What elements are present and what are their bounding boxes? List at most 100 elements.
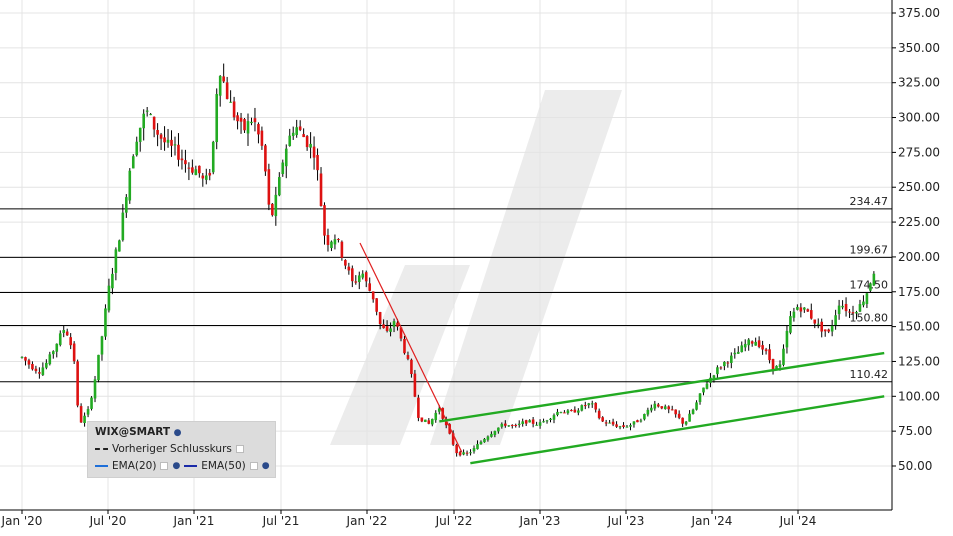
candle-body bbox=[816, 323, 820, 325]
candle-body bbox=[351, 268, 354, 282]
toggle-checkbox[interactable] bbox=[235, 445, 244, 453]
candle-body bbox=[138, 127, 142, 142]
candle-body bbox=[490, 433, 493, 437]
y-tick-label: 350.00 bbox=[898, 41, 940, 55]
candle-body bbox=[837, 305, 841, 315]
candle-body bbox=[514, 425, 518, 427]
trendline bbox=[470, 395, 885, 465]
candle-body bbox=[170, 139, 173, 146]
candle-body bbox=[260, 130, 264, 146]
candle-body bbox=[284, 148, 288, 167]
candle-body bbox=[778, 364, 782, 368]
candle-body bbox=[281, 162, 285, 175]
candle-body bbox=[344, 260, 347, 266]
legend-ema[interactable]: EMA(20) ● EMA(50) ● bbox=[95, 460, 270, 472]
candle-body bbox=[688, 413, 691, 422]
candle-body bbox=[152, 116, 156, 130]
candle-body bbox=[698, 393, 702, 402]
candle-body bbox=[830, 325, 834, 332]
candle-body bbox=[559, 412, 563, 414]
candle-body bbox=[406, 355, 410, 359]
candle-body bbox=[128, 170, 132, 201]
candle-body bbox=[34, 368, 38, 372]
candle-body bbox=[618, 426, 622, 428]
candle-body bbox=[389, 328, 392, 332]
candle-body bbox=[302, 134, 305, 138]
candle-body bbox=[142, 113, 145, 129]
candle-body bbox=[552, 415, 556, 420]
legend-prev-close[interactable]: Vorheriger Schlusskurs bbox=[95, 443, 244, 455]
toggle-checkbox[interactable] bbox=[160, 462, 169, 470]
candle-body bbox=[399, 327, 403, 339]
candle-body bbox=[667, 406, 671, 410]
candle-body bbox=[510, 424, 514, 426]
candle-body bbox=[608, 422, 611, 424]
candle-body bbox=[827, 329, 830, 332]
candle-body bbox=[288, 135, 292, 147]
candle-body bbox=[90, 397, 93, 409]
candle-body bbox=[796, 306, 799, 310]
candle-body bbox=[479, 441, 483, 445]
candle-body bbox=[486, 436, 490, 440]
candle-body bbox=[243, 119, 246, 131]
candle-body bbox=[577, 410, 580, 413]
candle-body bbox=[681, 417, 684, 424]
level-label: 199.67 bbox=[850, 243, 889, 256]
candle-body bbox=[410, 359, 413, 375]
level-label: 174.50 bbox=[850, 278, 889, 291]
candle-body bbox=[730, 355, 733, 363]
candle-body bbox=[563, 412, 566, 414]
x-tick-label: Jul '20 bbox=[89, 514, 127, 528]
settings-icon[interactable]: ● bbox=[261, 461, 270, 471]
candle-body bbox=[483, 438, 486, 443]
candle-body bbox=[267, 169, 271, 205]
candle-body bbox=[771, 358, 775, 370]
x-tick-label: Jul '23 bbox=[607, 514, 645, 528]
candle-body bbox=[580, 405, 584, 411]
candle-body bbox=[295, 127, 298, 135]
candle-body bbox=[271, 203, 274, 216]
x-tick-label: Jan '21 bbox=[173, 514, 215, 528]
candle-body bbox=[180, 158, 184, 161]
candle-body bbox=[309, 143, 312, 148]
candle-body bbox=[507, 425, 511, 427]
candle-body bbox=[184, 160, 187, 165]
x-tick-label: Jul '21 bbox=[262, 514, 300, 528]
candle-body bbox=[45, 362, 48, 368]
candle-body bbox=[691, 409, 695, 414]
candle-body bbox=[135, 141, 139, 156]
candle-body bbox=[455, 444, 458, 454]
candle-body bbox=[604, 422, 608, 424]
candle-body bbox=[469, 452, 472, 454]
y-tick-label: 250.00 bbox=[898, 180, 940, 194]
candle-body bbox=[844, 303, 848, 312]
y-tick-label: 100.00 bbox=[898, 389, 940, 403]
candle-body bbox=[444, 418, 448, 426]
candle-body bbox=[24, 357, 27, 361]
candle-body bbox=[504, 423, 507, 426]
level-label: 234.47 bbox=[850, 195, 889, 208]
candle-body bbox=[750, 341, 754, 344]
candle-body bbox=[236, 115, 239, 122]
candle-body bbox=[264, 145, 267, 172]
settings-icon[interactable]: ● bbox=[172, 461, 181, 471]
ema50-line-icon bbox=[184, 465, 198, 467]
candle-body bbox=[677, 413, 681, 418]
candle-body bbox=[493, 430, 497, 435]
y-tick-label: 300.00 bbox=[898, 111, 940, 125]
candle-body bbox=[121, 212, 125, 241]
candle-body bbox=[674, 409, 677, 415]
settings-icon[interactable]: ● bbox=[173, 428, 182, 438]
candle-body bbox=[743, 343, 747, 348]
y-tick-label: 275.00 bbox=[898, 145, 940, 159]
legend: WIX@SMART ● Vorheriger Schlusskurs EMA(2… bbox=[87, 421, 276, 478]
candle-body bbox=[413, 373, 417, 397]
candle-body bbox=[111, 273, 114, 289]
x-tick-label: Jan '23 bbox=[519, 514, 561, 528]
toggle-checkbox[interactable] bbox=[249, 462, 258, 470]
candle-body bbox=[27, 360, 31, 365]
candle-body bbox=[177, 144, 180, 160]
candle-body bbox=[823, 329, 827, 332]
candle-body bbox=[716, 367, 719, 375]
candle-body bbox=[660, 406, 664, 409]
